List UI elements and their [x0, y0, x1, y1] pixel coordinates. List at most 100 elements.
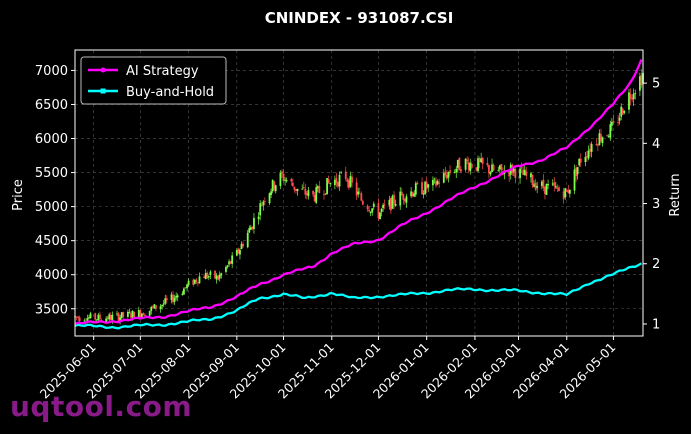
candle-body	[170, 294, 173, 300]
candle-body	[271, 179, 274, 192]
candle-body	[133, 311, 136, 319]
candle-body	[217, 276, 220, 280]
candle-body	[562, 191, 565, 199]
candle-body	[486, 163, 489, 166]
candle-body	[282, 173, 285, 181]
candle-body	[634, 92, 637, 94]
candle-body	[333, 179, 336, 186]
candle-body	[383, 204, 386, 206]
ai-strategy-line	[74, 59, 643, 326]
candle-body	[508, 171, 511, 177]
candle-body	[215, 275, 218, 280]
candle-body	[226, 265, 229, 267]
candle-body	[456, 159, 459, 168]
candle-body	[612, 121, 615, 123]
candle-body	[540, 181, 543, 186]
candle-body	[161, 304, 164, 307]
candle-body	[237, 248, 240, 254]
candle-body	[596, 144, 599, 146]
candle-body	[105, 318, 108, 322]
candle-body	[628, 92, 630, 110]
candle-body	[358, 193, 361, 195]
candle-body	[225, 266, 227, 272]
candle-body	[399, 191, 402, 206]
candle-body	[404, 199, 406, 202]
candle-body	[371, 208, 374, 213]
candle-body	[618, 117, 621, 121]
candle-body	[240, 243, 243, 249]
right-tick-label: 1	[652, 317, 660, 332]
candle-body	[77, 316, 80, 318]
candle-body	[203, 276, 206, 279]
candle-body	[427, 184, 430, 188]
candle-body	[544, 186, 546, 194]
candle-body	[109, 314, 112, 320]
candle-body	[164, 298, 167, 304]
candle-body	[606, 135, 609, 137]
candle-body	[422, 193, 425, 195]
candle-body	[436, 181, 439, 185]
candle-body	[589, 148, 591, 152]
candle-body	[108, 314, 111, 320]
candle-body	[421, 182, 423, 195]
candle-body	[489, 172, 492, 175]
candle-body	[139, 310, 142, 317]
candle-body	[351, 176, 353, 183]
candle-body	[122, 312, 125, 317]
candle-body	[323, 194, 325, 196]
left-tick-label: 3500	[35, 302, 68, 317]
candle-body	[475, 167, 478, 171]
candle-body	[578, 158, 581, 166]
candle-body	[480, 158, 483, 163]
left-tick-label: 4000	[35, 268, 68, 283]
candle-body	[584, 156, 587, 163]
right-tick-label: 4	[652, 137, 660, 152]
candle-body	[159, 306, 162, 310]
candle-body	[522, 169, 525, 175]
candle-body	[262, 201, 265, 206]
candle-body	[89, 313, 92, 319]
candle-body	[270, 191, 272, 195]
legend-buy-and-hold-label: Buy-and-Hold	[126, 85, 214, 100]
candle-body	[279, 173, 282, 187]
candle-body	[424, 181, 427, 194]
candle-body	[349, 176, 352, 187]
candle-body	[206, 272, 209, 279]
candle-body	[312, 190, 314, 195]
candle-body	[380, 208, 383, 212]
candle-body	[259, 203, 262, 216]
legend: AI Strategy Buy-and-Hold	[80, 56, 227, 105]
candle-body	[184, 287, 187, 289]
candle-body	[326, 178, 328, 195]
chart-title: CNINDEX - 931087.CSI	[265, 9, 454, 27]
grid	[75, 50, 643, 336]
candle-body	[137, 310, 140, 319]
candle-body	[268, 193, 271, 204]
candle-body	[638, 76, 641, 91]
watermark: uqtool.com	[10, 390, 193, 423]
candle-body	[187, 280, 190, 286]
candle-body	[567, 190, 570, 193]
candle-body	[609, 124, 612, 138]
candle-body	[155, 305, 157, 309]
candle-body	[446, 174, 448, 179]
candle-body	[576, 167, 579, 175]
candle-body	[204, 272, 207, 280]
candles	[74, 66, 644, 326]
candle-body	[379, 212, 381, 220]
buy-and-hold-line	[74, 262, 643, 330]
candle-body	[575, 167, 577, 177]
candle-body	[355, 182, 358, 196]
candle-body	[293, 186, 296, 190]
candle-body	[249, 227, 252, 230]
candle-body	[119, 317, 122, 322]
candle-body	[246, 232, 249, 248]
candle-body	[394, 204, 397, 206]
candle-body	[491, 164, 493, 173]
candle-body	[302, 187, 305, 189]
candle-body	[162, 303, 165, 305]
left-tick-label: 4500	[35, 234, 68, 249]
candle-body	[558, 187, 560, 192]
candle-body	[547, 184, 549, 186]
candle-body	[86, 318, 89, 323]
